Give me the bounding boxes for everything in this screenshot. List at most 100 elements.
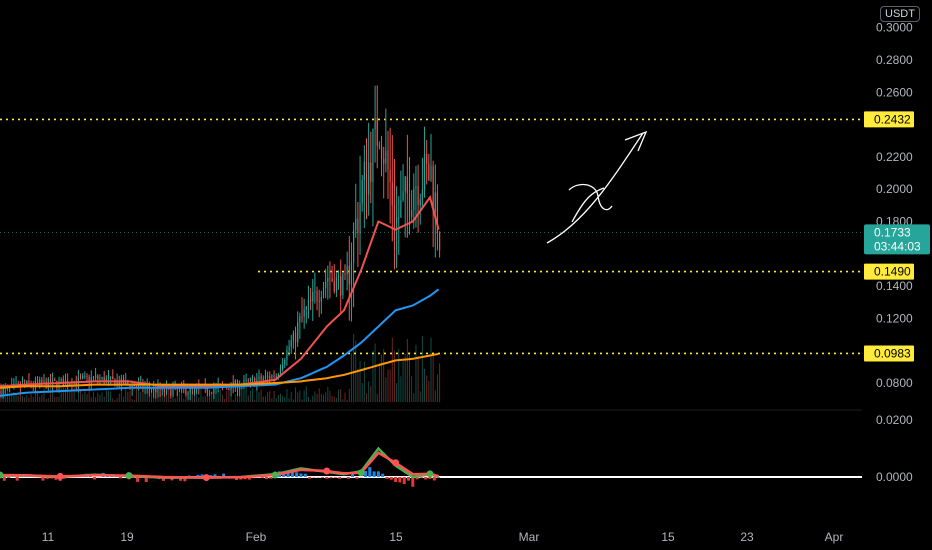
volume-bar — [239, 395, 241, 402]
volume-bar — [404, 353, 406, 402]
candle-body — [417, 186, 419, 206]
volume-bar — [374, 343, 376, 402]
histogram-bar — [200, 474, 204, 477]
histogram-bar — [93, 477, 97, 480]
histogram-bar — [368, 467, 372, 477]
candle-body — [213, 388, 215, 394]
histogram-bar — [381, 473, 385, 477]
volume-bar — [6, 390, 8, 402]
volume-bar — [99, 394, 101, 402]
volume-bar — [185, 391, 187, 402]
drawn-arrow[interactable] — [546, 130, 648, 244]
candle-body — [107, 377, 110, 379]
volume-bar — [338, 389, 340, 402]
volume-bar — [391, 337, 393, 402]
candle-body — [170, 387, 172, 396]
candle-body — [163, 387, 165, 393]
volume-bar — [105, 389, 107, 402]
histogram-bar — [45, 477, 49, 479]
candle-body — [406, 176, 408, 194]
volume-bar — [426, 375, 428, 402]
candle-body — [13, 383, 15, 385]
volume-bar — [67, 390, 69, 402]
candle-body — [426, 153, 428, 164]
candle-body — [398, 217, 400, 219]
volume-bar — [280, 393, 281, 402]
price-tick-label: 0.2000 — [876, 182, 913, 196]
volume-bar — [181, 389, 183, 402]
currency-label[interactable]: USDT — [880, 6, 920, 22]
level-tag — [864, 111, 914, 128]
candle-body — [374, 118, 376, 130]
time-axis[interactable]: 11 19 Feb 15 Mar 15 23 Apr — [42, 530, 844, 544]
histogram-bar — [376, 471, 380, 477]
candle-body — [129, 384, 131, 388]
candle-body — [301, 316, 303, 318]
candle-body — [288, 346, 290, 351]
candle-body — [408, 193, 411, 218]
candle-body — [404, 176, 406, 192]
time-tick-label: 15 — [661, 530, 675, 544]
histogram-bar — [321, 477, 324, 478]
candle-body — [189, 387, 191, 393]
candle-body — [329, 278, 331, 279]
volume-bar — [37, 390, 39, 402]
volume-bar — [269, 391, 271, 402]
volume-bar — [52, 387, 54, 402]
volume-bar — [73, 387, 75, 402]
volume-bar — [396, 383, 398, 402]
volume-bar — [28, 397, 30, 402]
volume-bar — [234, 394, 236, 402]
volume-bar — [320, 394, 322, 402]
candle-body — [69, 384, 71, 386]
volume-bar — [127, 391, 129, 402]
volume-bar — [346, 399, 348, 402]
volume-bar — [215, 386, 217, 402]
volume-bar — [366, 393, 367, 402]
volume-bar — [378, 363, 380, 402]
candle-body — [17, 383, 19, 385]
oscillator-axis[interactable]: 0.0200 0.0000 — [0, 409, 913, 484]
volume-bar — [406, 338, 408, 402]
price-tick-label: 0.1400 — [876, 279, 913, 293]
time-tick-label: Feb — [246, 530, 267, 544]
candle-body — [185, 388, 187, 395]
candle-body — [41, 379, 43, 384]
candle-body — [297, 322, 299, 343]
histogram-bar — [364, 471, 367, 477]
price-tick-label: 0.2600 — [876, 85, 913, 99]
candle-body — [90, 377, 92, 382]
histogram-bar — [419, 477, 423, 478]
time-tick-label: 23 — [740, 530, 754, 544]
histogram-bar — [385, 477, 389, 479]
volume-bar — [267, 392, 269, 402]
volume-bar — [183, 398, 185, 402]
histogram-bar — [222, 473, 226, 477]
volume-bar — [56, 396, 58, 402]
volume-bar — [189, 399, 191, 402]
candle-body — [187, 392, 189, 395]
candle-body — [439, 232, 441, 251]
volume-bar — [436, 374, 438, 402]
candle-body — [99, 378, 101, 380]
histogram-bar — [54, 477, 58, 480]
histogram-bar — [7, 477, 11, 478]
horizontal-levels[interactable] — [0, 118, 862, 355]
candle-body — [112, 376, 114, 380]
candle-body — [344, 273, 346, 275]
volume-bar — [47, 397, 49, 402]
price-tick-label: 0.2200 — [876, 150, 913, 164]
candle-body — [376, 118, 378, 146]
candle-body — [15, 383, 17, 385]
candle-body — [103, 376, 105, 383]
cross-dot — [271, 471, 279, 479]
candle-body — [43, 380, 45, 384]
volume-bar — [131, 398, 133, 402]
histogram-bar — [437, 477, 441, 478]
volume-bar — [323, 394, 324, 402]
cross-dot — [426, 470, 434, 478]
candle-body — [393, 205, 396, 225]
volume-bar — [316, 393, 318, 402]
